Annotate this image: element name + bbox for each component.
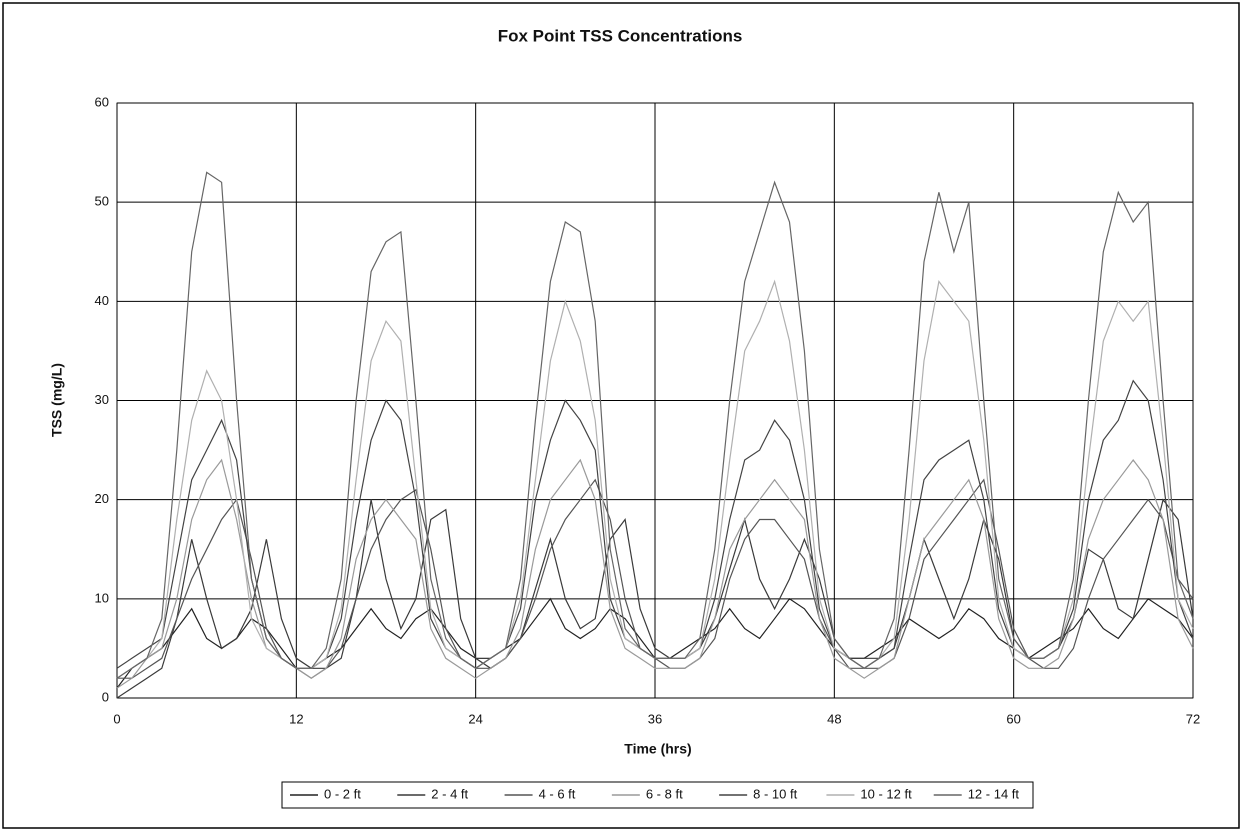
y-tick-label: 40 <box>95 293 109 308</box>
y-tick-label: 30 <box>95 392 109 407</box>
legend-label: 0 - 2 ft <box>324 786 361 801</box>
y-tick-label: 50 <box>95 194 109 209</box>
y-tick-label: 0 <box>102 689 109 704</box>
x-axis-label: Time (hrs) <box>624 741 691 757</box>
y-tick-label: 60 <box>95 94 109 109</box>
y-tick-label: 20 <box>95 491 109 506</box>
legend-label: 6 - 8 ft <box>646 786 683 801</box>
legend-label: 12 - 14 ft <box>968 786 1020 801</box>
x-tick-label: 24 <box>468 711 482 726</box>
legend-label: 8 - 10 ft <box>753 786 797 801</box>
y-tick-label: 10 <box>95 590 109 605</box>
x-tick-label: 12 <box>289 711 303 726</box>
legend-label: 4 - 6 ft <box>539 786 576 801</box>
x-tick-label: 0 <box>113 711 120 726</box>
series-line <box>116 171 1194 679</box>
legend-label: 2 - 4 ft <box>431 786 468 801</box>
x-tick-label: 72 <box>1186 711 1200 726</box>
x-tick-label: 60 <box>1006 711 1020 726</box>
chart-title: Fox Point TSS Concentrations <box>498 26 743 45</box>
x-tick-label: 48 <box>827 711 841 726</box>
legend-label: 10 - 12 ft <box>860 786 912 801</box>
x-tick-label: 36 <box>648 711 662 726</box>
y-axis-label: TSS (mg/L) <box>49 363 65 437</box>
